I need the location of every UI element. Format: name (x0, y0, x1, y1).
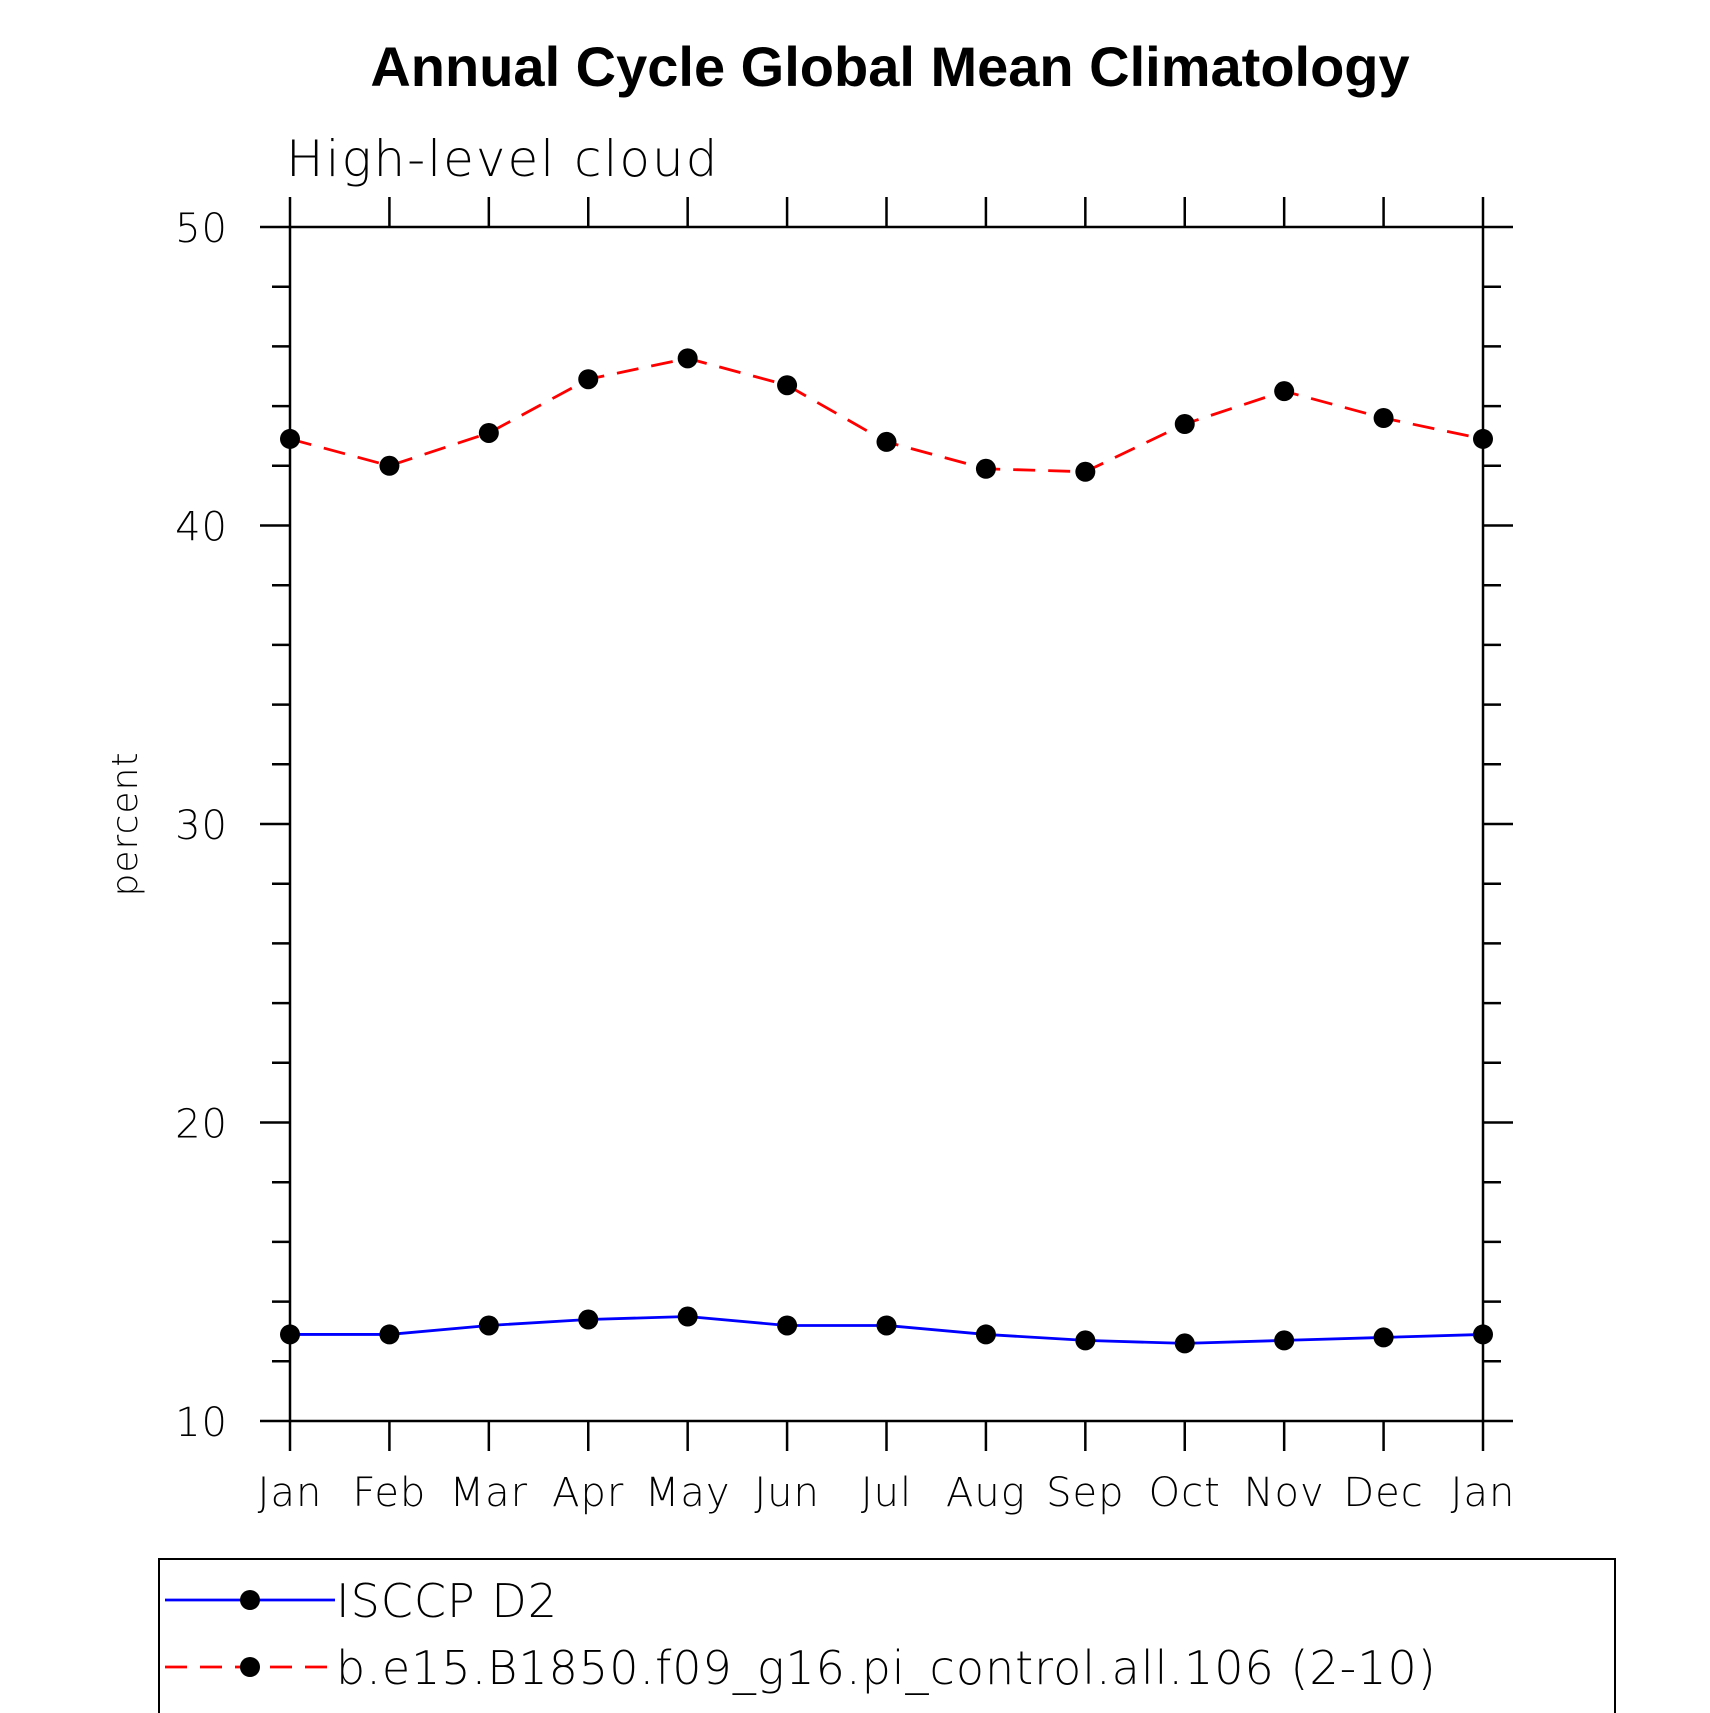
x-tick-label: May (645, 1470, 731, 1516)
x-tick-label: Jan (258, 1470, 323, 1516)
x-tick-label: Feb (353, 1470, 427, 1516)
data-point (1274, 381, 1295, 402)
x-tick-label: Jul (861, 1470, 912, 1516)
data-point (280, 1324, 300, 1345)
chart-title: Annual Cycle Global Mean Climatology (370, 35, 1409, 98)
data-point (578, 369, 599, 390)
data-point (1473, 1324, 1493, 1345)
data-point (379, 1324, 400, 1345)
y-tick-label: 40 (175, 505, 228, 551)
y-tick-label: 30 (175, 803, 228, 849)
series-2 (280, 348, 1493, 482)
series-1 (280, 1306, 1493, 1354)
data-point (777, 375, 798, 396)
data-point (1174, 414, 1195, 435)
x-tick-label: Dec (1343, 1470, 1423, 1516)
data-point (876, 1315, 897, 1336)
data-point (975, 458, 996, 479)
data-point (1075, 461, 1096, 482)
data-point (677, 348, 698, 369)
data-point (1274, 1330, 1295, 1351)
data-point (876, 431, 897, 452)
plot-frame (288, 225, 1485, 1423)
y-axis-label: percent (105, 752, 146, 897)
plot-border (288, 225, 1485, 1423)
data-point (677, 1306, 698, 1327)
data-point (379, 455, 400, 476)
legend-item: b.e15.B1850.f09_g16.pi_control.all.106 (… (165, 1641, 1437, 1695)
x-tick-label: Aug (946, 1470, 1026, 1516)
x-tick-label: Oct (1149, 1470, 1221, 1516)
data-point (975, 1324, 996, 1345)
y-tick-label: 10 (175, 1400, 228, 1446)
legend-marker-sample (240, 1590, 260, 1610)
data-point (478, 422, 499, 443)
y-axis-ticks (260, 225, 1513, 1423)
data-point (1373, 408, 1394, 429)
data-point (1473, 428, 1493, 449)
y-tick-label: 20 (175, 1102, 228, 1148)
x-tick-label: Jun (754, 1470, 820, 1516)
data-point (1075, 1330, 1096, 1351)
data-point (478, 1315, 499, 1336)
x-axis-ticks (288, 197, 1485, 1451)
legend-label: b.e15.B1850.f09_g16.pi_control.all.106 (… (336, 1641, 1437, 1695)
data-point (280, 428, 300, 449)
legend-marker-sample (240, 1657, 260, 1677)
x-tick-label: Sep (1046, 1470, 1124, 1516)
legend: ISCCP D2 b.e15.B1850.f09_g16.pi_control.a… (158, 1558, 1616, 1713)
data-point (777, 1315, 798, 1336)
x-tick-label: Mar (450, 1470, 528, 1516)
y-tick-label: 50 (175, 206, 228, 252)
x-axis-tick-labels: Jan Feb Mar Apr May Jun Jul Aug Sep Oct Nov Dec Jan (258, 1470, 1516, 1516)
x-tick-label: Nov (1244, 1470, 1325, 1516)
y-axis-tick-labels: 10 20 30 40 50 (175, 206, 228, 1446)
legend-label: ISCCP D2 (336, 1574, 558, 1628)
data-point (578, 1309, 599, 1330)
legend-items: ISCCP D2 b.e15.B1850.f09_g16.pi_control.a… (165, 1574, 1437, 1695)
legend-item: ISCCP D2 (165, 1574, 558, 1628)
chart-subtitle: High-level cloud (286, 130, 719, 188)
data-point (1373, 1327, 1394, 1348)
legend-box (158, 1558, 1616, 1713)
series-layer (280, 348, 1493, 1354)
series-line (289, 356, 1484, 474)
x-tick-label: Jan (1451, 1470, 1516, 1516)
x-tick-label: Apr (552, 1470, 624, 1516)
data-point (1174, 1333, 1195, 1354)
